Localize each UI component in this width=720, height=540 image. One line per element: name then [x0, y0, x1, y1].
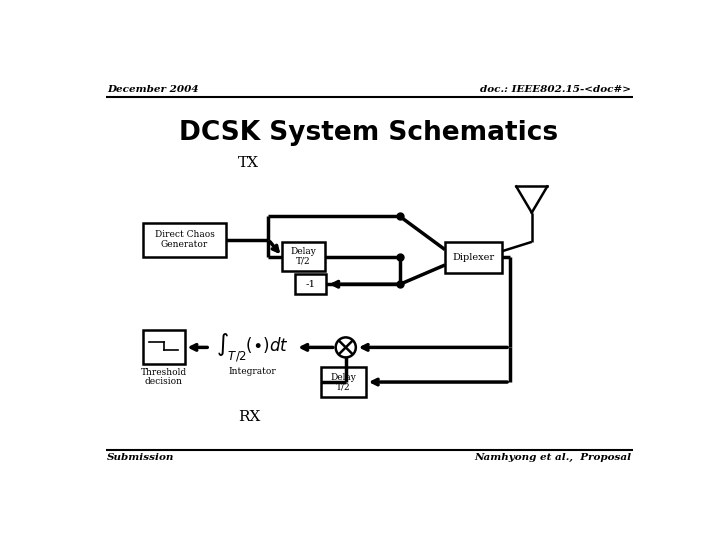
- Text: Diplexer: Diplexer: [453, 253, 495, 262]
- Text: December 2004: December 2004: [107, 85, 199, 94]
- Text: -1: -1: [306, 280, 316, 289]
- Bar: [143, 222, 226, 256]
- Bar: [295, 274, 326, 294]
- Text: doc.: IEEE802.15-<doc#>: doc.: IEEE802.15-<doc#>: [480, 85, 631, 94]
- Text: RX: RX: [238, 410, 260, 424]
- Text: decision: decision: [145, 377, 183, 386]
- Bar: [143, 330, 184, 365]
- Bar: [321, 367, 366, 397]
- Text: Delay: Delay: [291, 247, 317, 256]
- Text: DCSK System Schematics: DCSK System Schematics: [179, 120, 559, 146]
- Text: Threshold: Threshold: [140, 368, 186, 377]
- Text: Delay: Delay: [330, 373, 356, 382]
- Text: T/2: T/2: [336, 382, 351, 391]
- Text: T/2: T/2: [296, 256, 311, 266]
- Text: Submission: Submission: [107, 453, 174, 462]
- Text: $\int_{T/2}(\bullet)dt$: $\int_{T/2}(\bullet)dt$: [216, 331, 289, 364]
- Text: Namhyong et al.,  Proposal: Namhyong et al., Proposal: [474, 453, 631, 462]
- Bar: [282, 242, 325, 271]
- Text: Generator: Generator: [161, 240, 208, 249]
- Text: Integrator: Integrator: [229, 367, 276, 376]
- Text: TX: TX: [238, 156, 259, 170]
- Bar: [445, 242, 503, 273]
- Text: Direct Chaos: Direct Chaos: [155, 231, 215, 239]
